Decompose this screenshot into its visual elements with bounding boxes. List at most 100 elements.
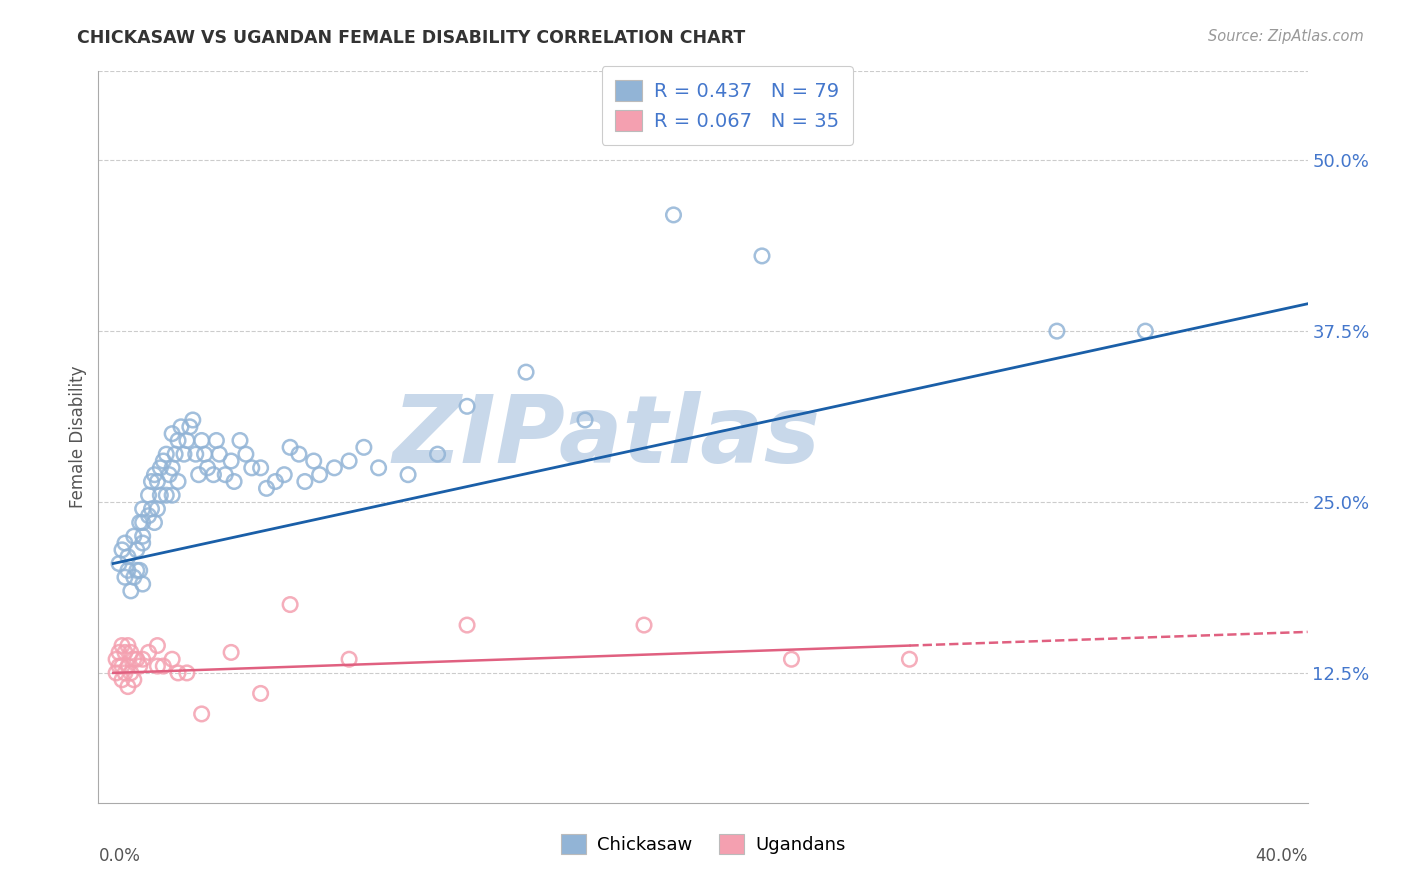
- Point: [120, 665, 142, 680]
- Point: [149, 460, 172, 475]
- Point: [146, 475, 169, 489]
- Point: [184, 447, 207, 461]
- Point: [114, 570, 136, 584]
- Legend: Chickasaw, Ugandans: Chickasaw, Ugandans: [548, 822, 858, 867]
- Point: [208, 447, 231, 461]
- Point: [205, 434, 228, 448]
- Point: [249, 460, 271, 475]
- Point: [190, 706, 212, 721]
- Point: [197, 460, 219, 475]
- Point: [143, 467, 166, 482]
- Point: [122, 652, 145, 666]
- Point: [117, 680, 139, 694]
- Point: [122, 529, 145, 543]
- Point: [157, 467, 180, 482]
- Point: [114, 536, 136, 550]
- Point: [264, 475, 287, 489]
- Point: [751, 249, 773, 263]
- Point: [235, 447, 257, 461]
- Point: [456, 400, 478, 414]
- Point: [190, 434, 212, 448]
- Point: [138, 508, 160, 523]
- Point: [131, 516, 153, 530]
- Point: [229, 434, 252, 448]
- Point: [160, 652, 183, 666]
- Point: [176, 434, 198, 448]
- Point: [353, 440, 375, 454]
- Point: [128, 659, 150, 673]
- Point: [160, 426, 183, 441]
- Point: [131, 652, 153, 666]
- Point: [456, 618, 478, 632]
- Point: [633, 618, 655, 632]
- Point: [152, 659, 174, 673]
- Point: [125, 563, 148, 577]
- Point: [396, 467, 419, 482]
- Point: [337, 652, 360, 666]
- Point: [181, 413, 204, 427]
- Point: [222, 475, 245, 489]
- Point: [128, 563, 150, 577]
- Point: [131, 529, 153, 543]
- Point: [117, 639, 139, 653]
- Point: [117, 549, 139, 564]
- Point: [1135, 324, 1157, 338]
- Point: [160, 460, 183, 475]
- Point: [146, 501, 169, 516]
- Y-axis label: Female Disability: Female Disability: [69, 366, 87, 508]
- Point: [179, 420, 201, 434]
- Text: 40.0%: 40.0%: [1256, 847, 1308, 864]
- Point: [160, 488, 183, 502]
- Text: CHICKASAW VS UGANDAN FEMALE DISABILITY CORRELATION CHART: CHICKASAW VS UGANDAN FEMALE DISABILITY C…: [77, 29, 745, 46]
- Point: [288, 447, 311, 461]
- Point: [515, 365, 537, 379]
- Point: [108, 659, 131, 673]
- Point: [1046, 324, 1069, 338]
- Point: [108, 557, 131, 571]
- Point: [202, 467, 225, 482]
- Point: [138, 488, 160, 502]
- Point: [219, 454, 242, 468]
- Point: [278, 440, 301, 454]
- Point: [117, 659, 139, 673]
- Point: [108, 645, 131, 659]
- Point: [146, 659, 169, 673]
- Point: [131, 577, 153, 591]
- Point: [176, 665, 198, 680]
- Point: [898, 652, 921, 666]
- Point: [308, 467, 330, 482]
- Point: [138, 645, 160, 659]
- Point: [105, 665, 128, 680]
- Text: Source: ZipAtlas.com: Source: ZipAtlas.com: [1208, 29, 1364, 44]
- Text: 0.0%: 0.0%: [98, 847, 141, 864]
- Text: ZIPatlas: ZIPatlas: [392, 391, 820, 483]
- Point: [302, 454, 325, 468]
- Point: [117, 563, 139, 577]
- Point: [294, 475, 316, 489]
- Point: [149, 488, 172, 502]
- Point: [122, 673, 145, 687]
- Point: [111, 673, 134, 687]
- Point: [155, 488, 177, 502]
- Point: [256, 481, 278, 495]
- Point: [167, 434, 190, 448]
- Point: [125, 542, 148, 557]
- Point: [131, 501, 153, 516]
- Point: [131, 536, 153, 550]
- Point: [337, 454, 360, 468]
- Point: [141, 501, 163, 516]
- Point: [122, 570, 145, 584]
- Point: [152, 454, 174, 468]
- Point: [125, 652, 148, 666]
- Point: [219, 645, 242, 659]
- Point: [146, 639, 169, 653]
- Point: [114, 645, 136, 659]
- Point: [167, 665, 190, 680]
- Point: [780, 652, 803, 666]
- Point: [165, 447, 187, 461]
- Point: [167, 475, 190, 489]
- Point: [273, 467, 295, 482]
- Point: [173, 447, 195, 461]
- Point: [120, 645, 142, 659]
- Point: [194, 447, 217, 461]
